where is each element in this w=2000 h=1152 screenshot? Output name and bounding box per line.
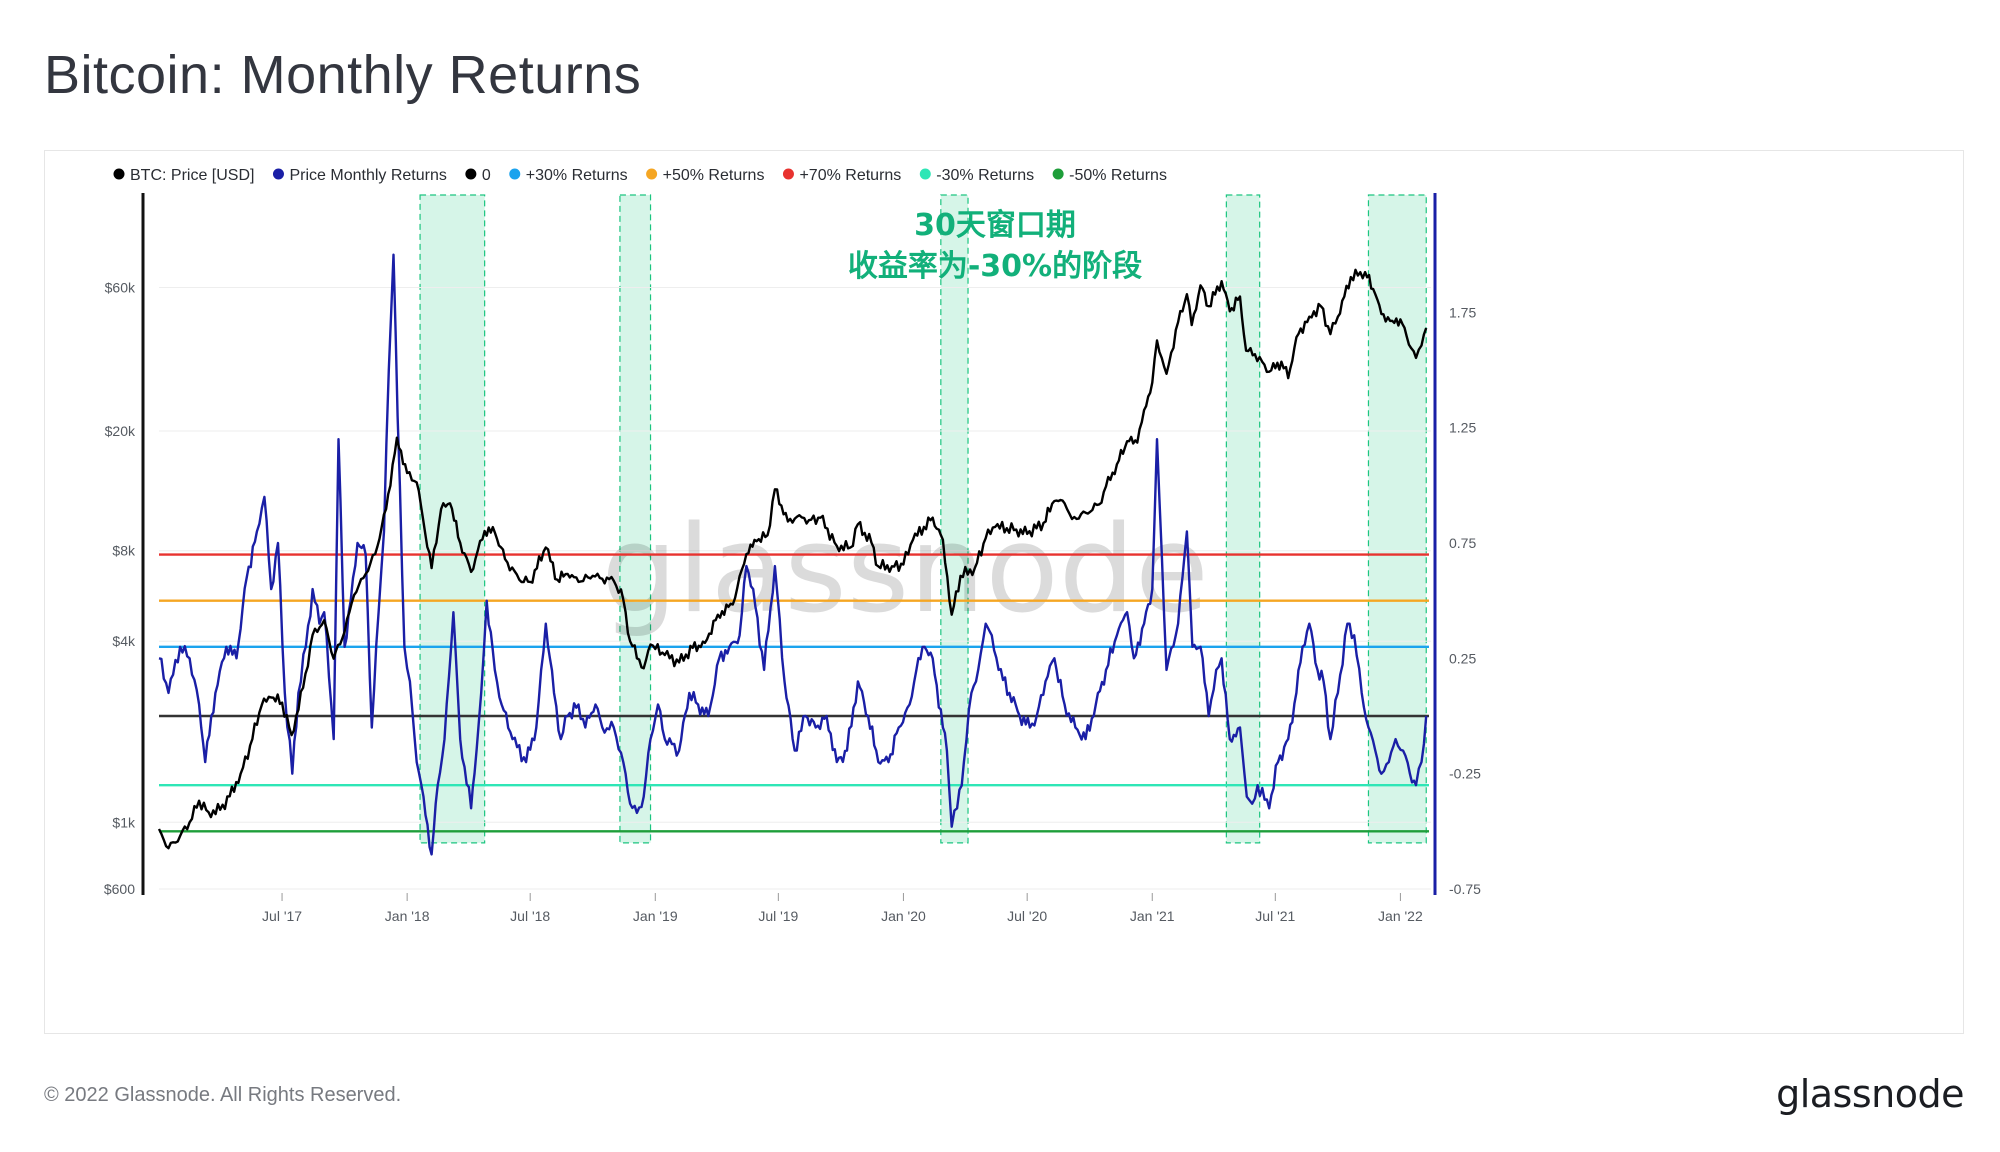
legend-label-4: +50% Returns xyxy=(663,167,765,184)
x-tick-6: Jul '20 xyxy=(1007,908,1047,924)
axes: $600 $1k $4k $8k $20k $60k -0.75 -0.25 0.25 0.75 1… xyxy=(104,193,1481,924)
legend-label-6: -30% Returns xyxy=(936,167,1034,184)
legend-marker-5 xyxy=(782,168,794,180)
legend: BTC: Price [USD] Price Monthly Returns 0 +3… xyxy=(113,167,1167,184)
series-lines xyxy=(157,253,1428,856)
legend-label-7: -50% Returns xyxy=(1069,167,1167,184)
y-right-tick-3: 0.75 xyxy=(1449,535,1476,551)
x-tick-2: Jul '18 xyxy=(510,908,550,924)
glassnode-logo: glassnode xyxy=(1776,1072,1964,1116)
legend-label-5: +70% Returns xyxy=(799,167,901,184)
page-title: Bitcoin: Monthly Returns xyxy=(44,45,642,105)
shaded-period-1 xyxy=(619,194,652,844)
legend-marker-7 xyxy=(1052,168,1064,180)
chart-svg: glassnode $600 $1k $4k $8k $20k $60k -0.75 -0.2… xyxy=(104,167,1481,924)
y-right-tick-5: 1.75 xyxy=(1449,304,1476,320)
y-left-tick-2: $4k xyxy=(112,633,136,649)
y-left-tick-0: $600 xyxy=(104,881,135,897)
legend-label-3: +30% Returns xyxy=(526,167,628,184)
x-tick-1: Jan '18 xyxy=(385,908,430,924)
shaded-period-0 xyxy=(419,194,486,844)
legend-marker-2 xyxy=(465,168,477,180)
y-left-tick-4: $20k xyxy=(105,423,136,439)
x-tick-9: Jan '22 xyxy=(1378,908,1423,924)
legend-marker-0 xyxy=(113,168,125,180)
legend-marker-3 xyxy=(509,168,521,180)
shaded-periods xyxy=(419,194,1427,844)
legend-label-0: BTC: Price [USD] xyxy=(130,167,254,184)
x-tick-8: Jul '21 xyxy=(1255,908,1295,924)
x-tick-3: Jan '19 xyxy=(633,908,678,924)
legend-label-2: 0 xyxy=(482,167,491,184)
shaded-period-3 xyxy=(1225,194,1261,844)
watermark: glassnode xyxy=(601,501,1209,640)
legend-marker-4 xyxy=(646,168,658,180)
annotation-line-1: 30天窗口期 xyxy=(914,208,1076,243)
y-right-tick-0: -0.75 xyxy=(1449,881,1481,897)
x-tick-0: Jul '17 xyxy=(262,908,302,924)
returns-line xyxy=(158,253,1428,856)
x-tick-5: Jan '20 xyxy=(881,908,926,924)
y-right-tick-1: -0.25 xyxy=(1449,766,1481,782)
y-right-tick-4: 1.25 xyxy=(1449,420,1476,436)
x-tick-4: Jul '19 xyxy=(758,908,798,924)
y-right-tick-2: 0.25 xyxy=(1449,650,1476,666)
y-left-tick-5: $60k xyxy=(105,280,136,296)
legend-marker-1 xyxy=(272,168,284,180)
y-left-tick-3: $8k xyxy=(112,543,136,559)
chart-frame: glassnode $600 $1k $4k $8k $20k $60k -0.75 -0.2… xyxy=(44,150,1964,1034)
legend-label-1: Price Monthly Returns xyxy=(289,167,446,184)
annotation-line-2: 收益率为-30%的阶段 xyxy=(848,249,1142,284)
legend-marker-6 xyxy=(919,168,931,180)
footer-copyright: © 2022 Glassnode. All Rights Reserved. xyxy=(44,1084,402,1106)
y-left-tick-1: $1k xyxy=(112,814,136,830)
price-line xyxy=(157,268,1428,850)
x-tick-7: Jan '21 xyxy=(1130,908,1175,924)
